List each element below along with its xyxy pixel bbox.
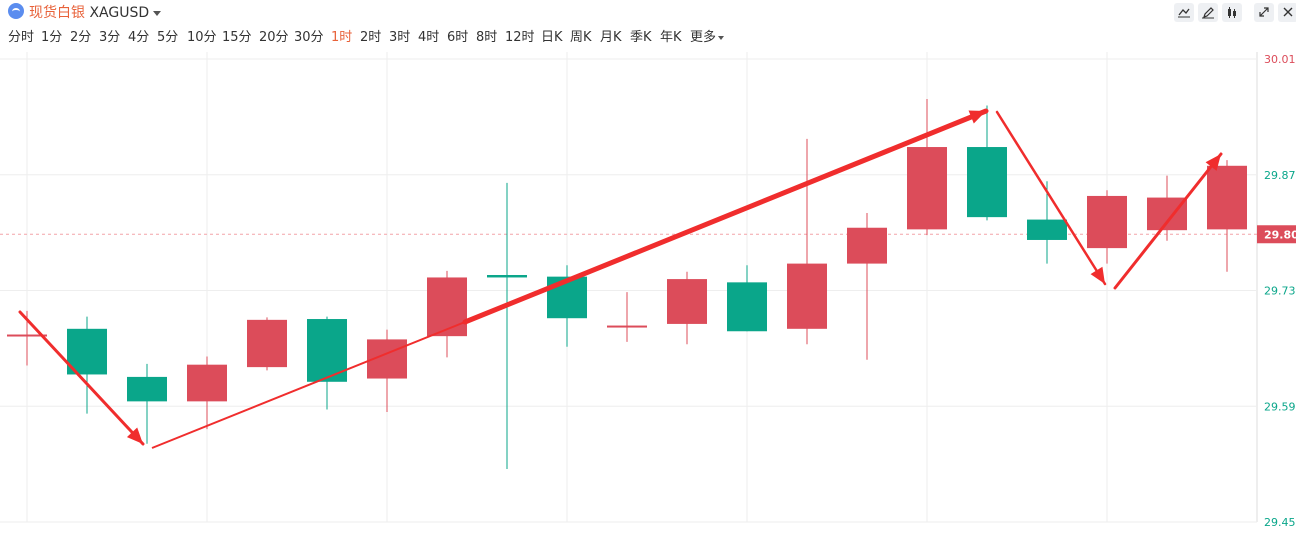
chart-header: 现货白银 XAGUSD [0,0,1296,24]
period-label: 更多 [690,30,717,45]
trend-arrow-up-2-head [1205,154,1221,171]
period-label: 季K [630,30,652,45]
trend-arrow-down-1-head [126,427,143,444]
caret-down-icon [153,10,162,16]
candle-type-icon[interactable] [1222,3,1242,22]
period-label: 分时 [8,30,35,45]
candle-body [907,147,947,230]
period-label: 12时 [505,30,535,45]
trend-arrow-down-2 [995,110,1107,286]
period-1[interactable]: 1分 [41,26,62,45]
period-label: 月K [600,30,622,45]
period-13[interactable]: 4时 [418,26,439,45]
candle-body [67,328,107,375]
period-7[interactable]: 15分 [222,26,252,45]
fullscreen-icon[interactable] [1254,3,1274,22]
candle-body [967,147,1007,218]
candle-body [187,364,227,402]
candle-body [1207,165,1247,230]
period-4[interactable]: 4分 [128,26,149,45]
trend-line-up-1 [151,321,466,449]
period-label: 10分 [187,30,217,45]
line-tool-icon[interactable] [1174,3,1194,22]
period-label: 30分 [294,30,324,45]
current-price-label: 29.804 [1264,228,1296,241]
period-label: 周K [570,30,592,45]
period-10[interactable]: 1时 [331,26,352,45]
trend-arrow-down-2-head [1090,266,1105,284]
period-18[interactable]: 周K [570,26,592,45]
period-label: 日K [541,30,563,45]
period-3[interactable]: 3分 [99,26,120,45]
caret-down-icon [718,35,725,40]
trend-arrow-up-2 [1113,152,1223,290]
period-label: 20分 [259,30,289,45]
candle-body [487,275,527,278]
period-20[interactable]: 季K [630,26,652,45]
period-label: 1时 [331,30,353,45]
period-label: 1分 [41,30,63,45]
trend-arrow-up-1 [462,108,989,325]
candle-body [667,279,707,324]
period-11[interactable]: 2时 [360,26,381,45]
period-label: 15分 [222,30,252,45]
period-label: 4分 [128,30,150,45]
period-17[interactable]: 日K [541,26,563,45]
close-icon[interactable] [1278,3,1296,22]
trend-arrow-down-1 [18,310,145,446]
y-tick-label: 29.451 [1264,516,1296,529]
period-2[interactable]: 2分 [70,26,91,45]
candle-body [247,319,287,368]
candle-body [847,227,887,264]
silver-logo-icon [8,3,24,19]
period-9[interactable]: 30分 [294,26,324,45]
period-16[interactable]: 12时 [505,26,535,45]
period-label: 3分 [99,30,121,45]
y-tick-label: 30.019 [1264,53,1296,66]
period-14[interactable]: 6时 [447,26,468,45]
candle-body [427,277,467,337]
y-tick-label: 29.593 [1264,400,1296,413]
current-price-tag [1257,225,1296,244]
period-label: 8时 [476,30,498,45]
period-22[interactable]: 更多 [690,26,725,45]
period-label: 4时 [418,30,440,45]
candle-body [1027,219,1067,240]
y-tick-label: 29.877 [1264,169,1296,182]
candle-body [1087,195,1127,249]
period-8[interactable]: 20分 [259,26,289,45]
period-5[interactable]: 5分 [157,26,178,45]
period-label: 3时 [389,30,411,45]
candle-body [607,325,647,328]
period-15[interactable]: 8时 [476,26,497,45]
period-0[interactable]: 分时 [8,26,34,45]
period-19[interactable]: 月K [600,26,622,45]
period-label: 6时 [447,30,469,45]
period-label: 5分 [157,30,179,45]
period-label: 2时 [360,30,382,45]
period-bar: 分时 1分 2分 3分 4分 5分 10分 15分 20分 30分 1时 2时 3时 4时 6时 8时 12时日… [0,24,800,45]
period-6[interactable]: 10分 [187,26,217,45]
period-21[interactable]: 年K [660,26,682,45]
candle-body [127,376,167,402]
symbol-selector[interactable]: 现货白银 XAGUSD [29,2,162,22]
candle-body [787,263,827,329]
trend-arrow-up-1-head [968,110,986,124]
candle-body [727,282,767,332]
period-label: 2分 [70,30,92,45]
period-12[interactable]: 3时 [389,26,410,45]
symbol-name: 现货白银 [29,5,85,21]
period-label: 年K [660,30,682,45]
y-tick-label: 29.735 [1264,285,1296,298]
candle-body [7,334,47,337]
symbol-code: XAGUSD [89,5,150,21]
pen-icon[interactable] [1198,3,1218,22]
